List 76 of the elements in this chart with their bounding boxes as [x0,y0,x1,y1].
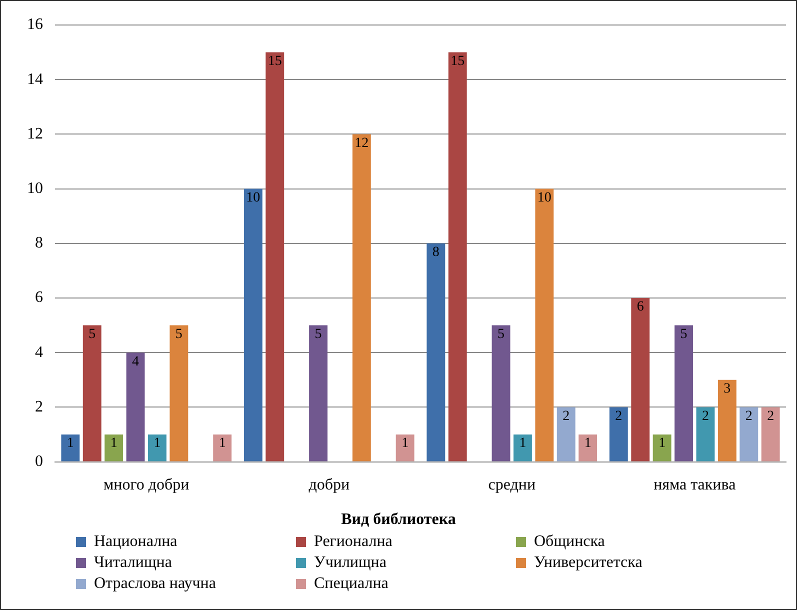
legend-label: Специална [314,575,388,593]
bar [535,188,554,462]
x-tick-label: добри [308,476,350,494]
data-label: 1 [519,436,526,452]
bar [309,325,328,462]
data-label: 4 [132,354,140,370]
data-label: 2 [702,408,709,424]
data-label: 2 [767,408,774,424]
bar [696,407,715,462]
data-label: 5 [498,326,505,342]
data-label: 12 [354,136,369,151]
bar [674,325,693,462]
bar [718,380,736,462]
y-tick-label: 12 [27,125,43,142]
data-label: 5 [314,326,322,342]
data-label: 1 [154,436,161,452]
y-tick-label: 4 [35,344,43,361]
bar [104,434,124,462]
legend-label: Училищна [314,554,386,572]
y-tick-label: 8 [35,234,43,252]
bar [761,407,780,462]
bar [578,434,598,462]
y-tick-label: 14 [27,70,43,88]
bar [82,325,102,462]
bar [396,434,414,462]
x-tick-label: средни [488,476,536,494]
legend-label: Регионална [314,533,392,551]
bar [61,434,80,462]
bar [126,352,145,462]
bar [426,243,446,462]
data-label: 2 [562,408,570,424]
data-label: 1 [658,436,666,452]
data-label: 10 [537,190,552,206]
bar [609,407,628,462]
data-label: 1 [66,436,74,452]
data-label: 8 [432,245,440,260]
data-label: 5 [680,326,688,342]
bar [213,434,232,462]
bar [148,434,166,462]
legend-label: Общинска [534,533,605,551]
bar [448,52,467,462]
legend-title: Вид библиотека [340,511,457,529]
data-label: 10 [246,190,260,206]
bar [244,188,262,462]
legend-label: Отраслова научна [94,575,216,593]
legend-label: Национална [94,533,178,551]
x-tick-label: няма такива [654,476,736,494]
bar [740,407,758,462]
legend-label: Университетска [534,554,642,572]
y-tick-label: 6 [35,289,43,306]
data-label: 1 [402,436,409,452]
y-tick-label: 2 [35,398,43,416]
data-label: 1 [218,436,226,452]
data-label: 3 [724,382,731,397]
data-label: 1 [584,436,592,452]
data-label: 15 [268,54,282,69]
data-label: 5 [175,326,182,342]
data-label: 1 [110,436,118,452]
data-label: 5 [88,326,96,342]
data-label: 2 [615,408,622,424]
bar [492,325,510,462]
x-tick-label: много добри [104,476,190,494]
data-label: 2 [745,408,752,424]
bar [352,134,371,462]
y-tick-label: 10 [27,180,43,198]
bar [631,298,650,462]
data-label: 15 [450,54,465,69]
data-label: 6 [636,300,644,315]
bar [266,52,284,462]
y-tick-label: 0 [35,453,43,470]
y-tick-label: 16 [27,16,43,34]
bar [652,434,672,462]
bar [556,407,576,462]
bar [170,325,188,462]
legend-label: Читалищна [94,554,172,572]
bar [514,434,532,462]
